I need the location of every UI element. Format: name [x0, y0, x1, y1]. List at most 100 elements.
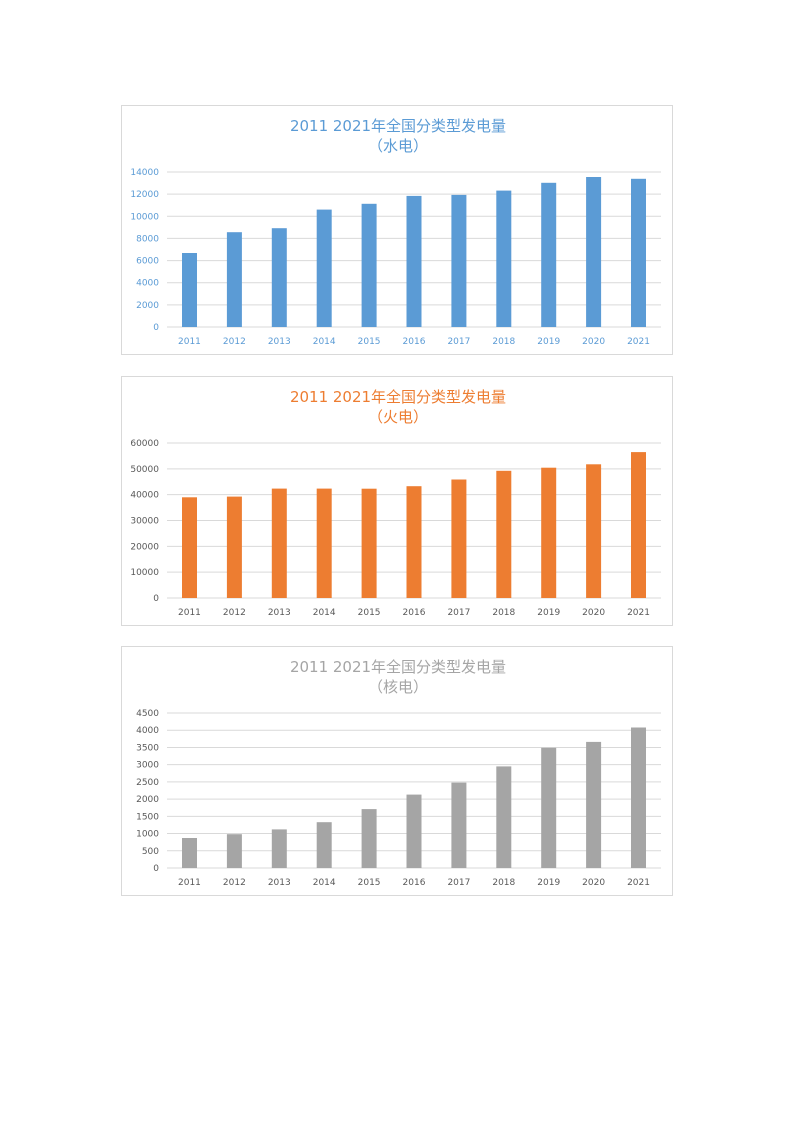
- y-tick-label: 1000: [136, 830, 159, 840]
- bar: [541, 747, 557, 868]
- y-tick-label: 30000: [130, 517, 159, 527]
- bar: [316, 488, 332, 598]
- y-tick-label: 4000: [136, 279, 159, 289]
- x-tick-label: 2012: [223, 608, 246, 618]
- bar: [406, 195, 422, 327]
- y-tick-label: 4000: [136, 726, 159, 736]
- x-tick-label: 2015: [358, 337, 381, 347]
- bar: [316, 822, 332, 868]
- x-tick-label: 2011: [178, 337, 201, 347]
- x-tick-label: 2014: [313, 608, 336, 618]
- bar: [226, 496, 242, 598]
- bar: [631, 178, 646, 327]
- y-tick-label: 1500: [136, 812, 159, 822]
- x-tick-label: 2020: [582, 337, 605, 347]
- x-tick-label: 2017: [447, 608, 470, 618]
- y-tick-label: 10000: [130, 568, 159, 578]
- x-tick-label: 2016: [403, 337, 426, 347]
- y-tick-label: 6000: [136, 257, 159, 267]
- bar: [496, 766, 512, 868]
- x-tick-label: 2016: [403, 608, 426, 618]
- hydro-power-chart: 2011 2021年全国分类型发电量 （水电） 0 2000 4000 6000 8000 1…: [121, 105, 673, 355]
- x-tick-label: 2011: [178, 878, 201, 888]
- y-tick-label: 0: [153, 323, 159, 333]
- bar: [316, 209, 332, 327]
- y-tick-label: 3500: [136, 743, 159, 753]
- chart-title: 2011 2021年全国分类型发电量: [290, 117, 506, 135]
- y-tick-label: 60000: [130, 439, 159, 449]
- x-tick-label: 2021: [627, 878, 650, 888]
- x-tick-label: 2018: [492, 608, 515, 618]
- bar: [586, 464, 602, 598]
- chart-title: 2011 2021年全国分类型发电量: [290, 388, 506, 406]
- bar: [451, 479, 467, 598]
- bar: [541, 467, 557, 598]
- x-tick-label: 2012: [223, 337, 246, 347]
- x-tick-label: 2015: [358, 608, 381, 618]
- nuclear-power-chart: 2011 2021年全国分类型发电量 （核电） 0 500 1000 1500 2000 25…: [121, 646, 673, 896]
- x-tick-label: 2020: [582, 608, 605, 618]
- bar: [271, 228, 287, 327]
- x-tick-label: 2019: [537, 878, 560, 888]
- x-tick-label: 2019: [537, 337, 560, 347]
- chart-title: 2011 2021年全国分类型发电量: [290, 658, 506, 676]
- y-tick-label: 3000: [136, 761, 159, 771]
- y-tick-label: 2500: [136, 778, 159, 788]
- x-tick-label: 2011: [178, 608, 201, 618]
- x-tick-label: 2012: [223, 878, 246, 888]
- bar: [496, 470, 512, 598]
- y-tick-label: 0: [153, 864, 159, 874]
- hydro-power-chart-svg: 2011 2021年全国分类型发电量 （水电） 0 2000 4000 6000 8000 1…: [130, 117, 661, 347]
- bar: [451, 782, 467, 868]
- x-tick-label: 2021: [627, 608, 650, 618]
- y-tick-label: 10000: [130, 212, 159, 222]
- x-tick-label: 2017: [447, 337, 470, 347]
- chart-subtitle: （核电）: [368, 678, 428, 696]
- chart-subtitle: （水电）: [368, 137, 428, 155]
- bar: [271, 829, 287, 868]
- x-tick-label: 2018: [492, 337, 515, 347]
- x-tick-label: 2014: [313, 337, 336, 347]
- chart-subtitle: （火电）: [368, 408, 428, 426]
- thermal-power-chart: 2011 2021年全国分类型发电量 （火电） 0 10000 20000 30000 40…: [121, 376, 673, 626]
- x-tick-label: 2018: [492, 878, 515, 888]
- y-tick-label: 2000: [136, 795, 159, 805]
- bar: [406, 794, 422, 868]
- bar: [182, 497, 197, 598]
- bar: [586, 177, 602, 327]
- nuclear-power-chart-svg: 2011 2021年全国分类型发电量 （核电） 0 500 1000 1500 2000 25…: [136, 658, 661, 888]
- bar: [451, 194, 467, 327]
- y-tick-label: 12000: [130, 190, 159, 200]
- bar: [406, 486, 422, 598]
- bar: [182, 838, 197, 868]
- y-tick-label: 4500: [136, 709, 159, 719]
- x-tick-label: 2017: [447, 878, 470, 888]
- x-tick-label: 2015: [358, 878, 381, 888]
- bar: [496, 190, 512, 327]
- x-tick-label: 2021: [627, 337, 650, 347]
- y-tick-label: 8000: [136, 234, 159, 244]
- bar: [361, 203, 377, 327]
- x-tick-label: 2013: [268, 608, 291, 618]
- bar: [226, 232, 242, 327]
- bar: [631, 727, 646, 868]
- x-tick-label: 2014: [313, 878, 336, 888]
- bar: [586, 741, 602, 868]
- bar: [631, 452, 646, 598]
- bar: [271, 488, 287, 598]
- y-tick-label: 40000: [130, 491, 159, 501]
- y-tick-label: 2000: [136, 301, 159, 311]
- y-tick-label: 14000: [130, 168, 159, 178]
- bar: [361, 488, 377, 598]
- thermal-power-chart-svg: 2011 2021年全国分类型发电量 （火电） 0 10000 20000 30000 40…: [130, 388, 661, 618]
- y-tick-label: 0: [153, 594, 159, 604]
- y-tick-label: 20000: [130, 542, 159, 552]
- x-tick-label: 2016: [403, 878, 426, 888]
- x-tick-label: 2013: [268, 878, 291, 888]
- bar: [541, 182, 557, 327]
- y-tick-label: 50000: [130, 465, 159, 475]
- x-tick-label: 2019: [537, 608, 560, 618]
- y-tick-label: 500: [142, 847, 159, 857]
- x-tick-label: 2020: [582, 878, 605, 888]
